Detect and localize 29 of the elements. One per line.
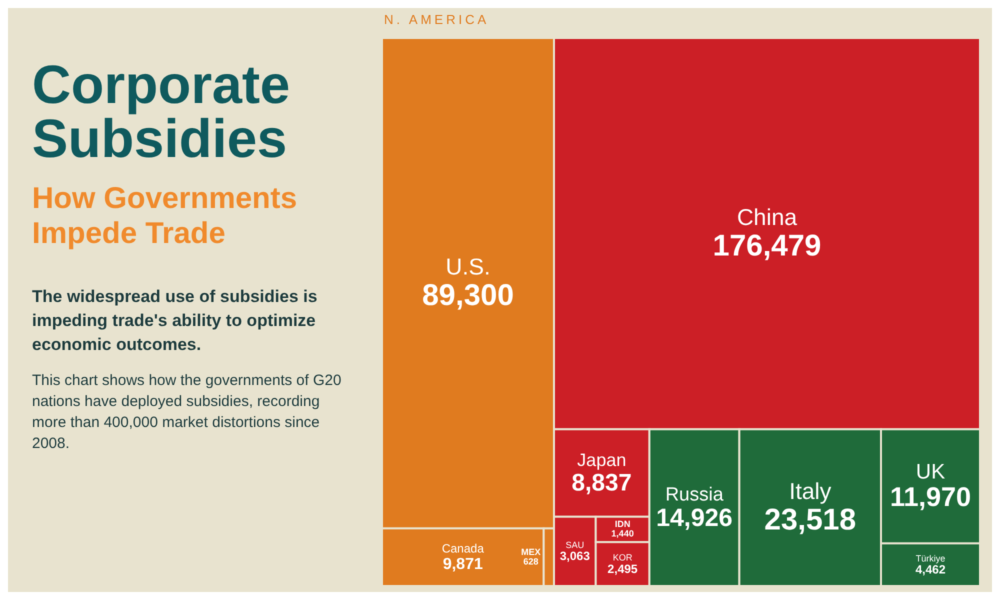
category-label: Italy — [789, 478, 832, 504]
category-label: KOR — [612, 552, 633, 562]
category-label: China — [736, 204, 798, 230]
category-label: U.S. — [446, 254, 490, 280]
category-label: Türkiye — [916, 553, 946, 564]
text: The widespread use of subsidies is impeding trade's ability to optimize economic outcomes. — [32, 286, 318, 356]
data-label: 14,926 — [656, 504, 733, 532]
category-label: UK — [916, 460, 946, 484]
data-label: 8,837 — [572, 470, 632, 497]
text: How Governments Impede Trade — [32, 182, 298, 251]
data-label: 176,479 — [712, 229, 822, 262]
category-label: MEX — [521, 546, 541, 557]
data-label: 23,518 — [764, 503, 856, 536]
data-label: 3,063 — [560, 548, 590, 563]
text: This chart shows how the governments of G20 nations have deployed subsidies, recording more than 400,000 market distortions since 2008. — [32, 371, 342, 454]
category-label: Japan — [577, 450, 626, 470]
data-label: 1,440 — [611, 528, 634, 539]
category-label: SAU — [566, 540, 584, 550]
data-label: 9,871 — [442, 556, 483, 573]
category-label: Russia — [665, 484, 724, 506]
data-label: 11,970 — [890, 482, 972, 512]
category-label: IDN — [614, 519, 630, 530]
data-label: 89,300 — [422, 278, 514, 312]
data-label: 4,462 — [915, 562, 946, 576]
category-label: Canada — [442, 541, 484, 556]
text: N. AMERICA — [383, 11, 490, 29]
text: Corporate Subsidies — [32, 55, 292, 169]
data-label: 628 — [523, 556, 538, 566]
data-label: 2,495 — [608, 562, 638, 576]
